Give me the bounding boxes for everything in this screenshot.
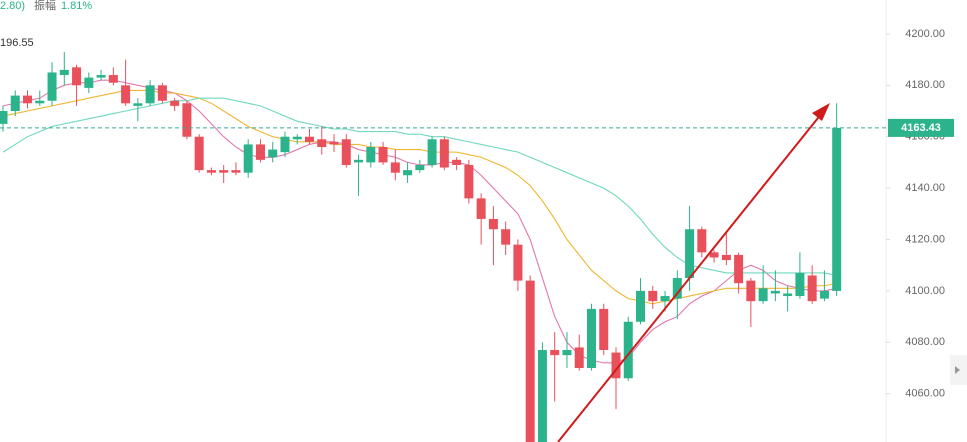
candle-body	[734, 254, 744, 284]
candle-body	[35, 100, 45, 104]
candle-body	[599, 308, 609, 351]
candle-body	[390, 162, 400, 173]
y-tick-label: 4120.00	[905, 233, 945, 245]
candle-body	[23, 95, 33, 104]
candle-body	[623, 321, 633, 379]
annotation: 2.80)	[0, 0, 25, 12]
candle-body	[47, 72, 57, 101]
candle-body	[10, 95, 20, 112]
candle-body	[672, 278, 682, 299]
candle-body	[746, 280, 756, 302]
candle-body	[206, 170, 216, 173]
candle-body	[562, 350, 572, 356]
candle-body	[329, 141, 339, 145]
y-tick-label: 4060.00	[905, 388, 945, 400]
candle-body	[427, 139, 437, 165]
candle-body	[84, 77, 94, 88]
moving-average-line	[2, 89, 837, 305]
candle-body	[182, 103, 192, 137]
candle-body	[574, 347, 584, 368]
candle-body	[550, 350, 560, 356]
candle-body	[354, 159, 364, 163]
annotation: 196.55	[0, 37, 34, 49]
y-tick-label: 4200.00	[905, 28, 945, 40]
candle-body	[464, 164, 474, 199]
candle-body	[145, 85, 155, 104]
candle-body	[513, 244, 523, 281]
candle-body	[157, 85, 167, 101]
candle-body	[231, 170, 241, 173]
y-tick-label: 4140.00	[905, 182, 945, 194]
last-price-label: 4163.43	[901, 122, 941, 134]
candle-body	[501, 229, 511, 245]
candle-body	[194, 136, 204, 171]
candle-body	[243, 144, 253, 173]
candle-body	[268, 149, 278, 158]
trend-arrow-head	[812, 103, 830, 121]
last-price-box	[888, 118, 954, 137]
annotation: 1.81%	[61, 0, 92, 12]
candle-body	[783, 293, 793, 297]
candle-body	[341, 139, 351, 165]
candle-body	[366, 146, 376, 163]
annotation: 振幅	[34, 0, 56, 12]
candle-body	[832, 127, 842, 291]
candle-body	[807, 275, 817, 302]
candle-body	[685, 229, 695, 279]
candle-body	[292, 136, 302, 140]
candle-body	[721, 254, 731, 261]
candle-body	[697, 229, 707, 253]
candle-body	[488, 218, 498, 230]
candle-body	[108, 75, 118, 83]
trend-arrow	[557, 107, 827, 442]
y-tick-label: 4100.00	[905, 285, 945, 297]
y-tick-label: 4180.00	[905, 79, 945, 91]
candle-body	[758, 288, 768, 302]
candle-body	[525, 280, 535, 442]
candle-body	[611, 352, 621, 379]
y-tick-label: 4080.00	[905, 336, 945, 348]
candle-body	[770, 290, 780, 294]
candle-body	[317, 139, 327, 147]
candle-body	[121, 85, 131, 104]
candle-body	[305, 136, 314, 142]
candle-body	[452, 159, 462, 165]
candle-body	[219, 170, 229, 173]
candle-body	[636, 290, 646, 322]
candle-body	[0, 111, 8, 124]
candle-body	[59, 69, 69, 76]
candle-body	[476, 198, 486, 219]
candle-body	[255, 144, 265, 160]
candle-body	[403, 170, 413, 176]
candle-body	[133, 103, 143, 106]
candle-body	[648, 290, 658, 302]
candle-body	[660, 296, 670, 302]
candle-body	[439, 139, 449, 168]
candle-body	[709, 252, 719, 258]
candle-body	[378, 146, 388, 163]
candle-body	[819, 290, 829, 299]
candle-body	[586, 308, 596, 368]
candle-body	[537, 350, 547, 442]
candle-body	[170, 100, 180, 106]
candle-body	[795, 272, 805, 297]
candle-body	[72, 67, 82, 86]
candle-body	[96, 75, 106, 78]
candle-body	[280, 136, 290, 153]
candle-body	[415, 164, 425, 171]
scroll-arrow	[955, 366, 960, 374]
